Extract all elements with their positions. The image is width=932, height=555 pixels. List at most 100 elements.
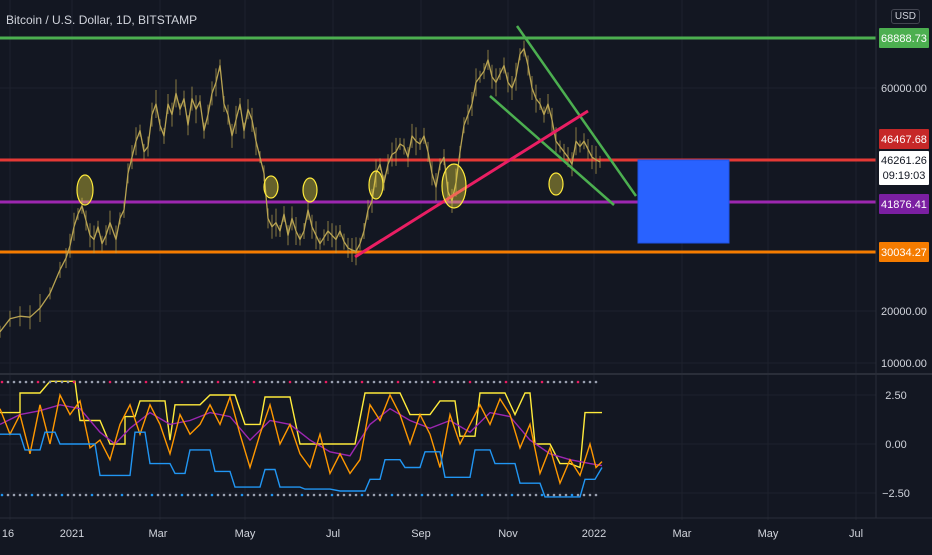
osc-bottom-marker [582,493,586,497]
osc-bottom-marker [126,493,130,497]
osc-top-marker [390,380,394,384]
oscillator-series-3 [0,431,603,498]
osc-bottom-marker [378,493,382,497]
osc-bottom-marker [168,493,172,497]
osc-bottom-marker [60,493,64,497]
osc-top-marker [0,380,4,384]
osc-bottom-marker [30,493,34,497]
osc-top-marker [288,380,292,384]
osc-bottom-marker [450,493,454,497]
osc-top-marker [126,380,130,384]
osc-top-marker [486,380,490,384]
osc-top-marker [456,380,460,384]
osc-top-marker [552,380,556,384]
current-price-badge [879,151,929,185]
osc-top-marker [504,380,508,384]
osc-bottom-marker [522,493,526,497]
price-label-text-1: 46467.68 [881,134,927,146]
osc-top-marker [96,380,100,384]
osc-bottom-marker [180,493,184,497]
osc-bottom-marker [102,493,106,497]
osc-top-marker [102,380,106,384]
oscillator-series-2 [0,392,603,486]
highlight-circle-0 [76,174,94,206]
osc-bottom-marker [36,493,40,497]
osc-bottom-marker [12,493,16,497]
osc-bottom-marker [438,493,442,497]
osc-bottom-marker [264,493,268,497]
price-label-badge-3 [879,194,929,214]
osc-top-marker [216,380,220,384]
osc-bottom-marker [216,493,220,497]
osc-bottom-marker [156,493,160,497]
osc-top-marker [468,380,472,384]
osc-top-marker [330,380,334,384]
osc-top-marker [372,380,376,384]
osc-top-marker [594,380,598,384]
osc-bottom-marker [462,493,466,497]
osc-bottom-marker [390,493,394,497]
osc-top-marker [252,380,256,384]
osc-bottom-marker [516,493,520,497]
oscillator-axis-tick-label: −2.50 [882,488,910,500]
osc-bottom-marker [552,493,556,497]
osc-bottom-marker [576,493,580,497]
osc-top-marker [300,380,304,384]
osc-top-marker [66,380,70,384]
osc-bottom-marker [210,493,214,497]
osc-top-marker [120,380,124,384]
osc-top-marker [438,380,442,384]
osc-bottom-marker [312,493,316,497]
highlight-circle-1 [263,175,279,199]
osc-top-marker [6,380,10,384]
osc-bottom-marker [570,493,574,497]
osc-top-marker [312,380,316,384]
currency-button[interactable]: USD [890,9,920,24]
osc-bottom-marker [588,493,592,497]
osc-top-marker [336,380,340,384]
symbol-title: Bitcoin / U.S. Dollar, 1D, BITSTAMP [6,13,198,27]
osc-bottom-marker [546,493,550,497]
osc-top-marker [72,380,76,384]
osc-bottom-marker [510,493,514,497]
osc-top-marker [528,380,532,384]
osc-top-marker [12,380,16,384]
highlight-circle-3 [368,170,384,200]
osc-top-marker [474,380,478,384]
osc-bottom-marker [336,493,340,497]
osc-top-marker [258,380,262,384]
osc-top-marker [150,380,154,384]
osc-top-marker [378,380,382,384]
osc-bottom-marker [108,493,112,497]
osc-bottom-marker [444,493,448,497]
osc-top-marker [366,380,370,384]
drawings[interactable] [76,25,730,259]
osc-bottom-marker [144,493,148,497]
time-axis-tick-label: Mar [149,528,168,540]
osc-top-marker [60,380,64,384]
time-axis-tick-label: Mar [673,528,692,540]
osc-top-marker [342,380,346,384]
osc-bottom-marker [132,493,136,497]
osc-bottom-marker [528,493,532,497]
osc-top-marker [462,380,466,384]
osc-top-marker [318,380,322,384]
osc-top-marker [582,380,586,384]
osc-bottom-marker [420,493,424,497]
osc-top-marker [78,380,82,384]
osc-bottom-marker [42,493,46,497]
osc-top-marker [294,380,298,384]
osc-bottom-marker [186,493,190,497]
osc-top-marker [168,380,172,384]
osc-top-marker [282,380,286,384]
price-axis-tick-label: 20000.00 [881,306,927,318]
osc-top-marker [420,380,424,384]
current-price-text: 46261.26 [881,155,927,167]
time-axis-tick-label: Jul [326,528,340,540]
pink-trendline [354,109,589,259]
osc-top-marker [444,380,448,384]
osc-bottom-marker [96,493,100,497]
time-axis-tick-label: 2022 [582,528,606,540]
